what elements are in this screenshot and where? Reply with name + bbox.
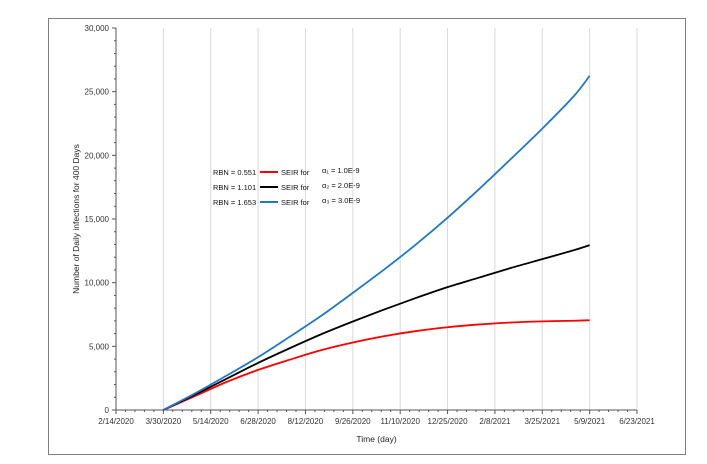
legend-rbn-label: RBN = 1.101 [213, 183, 256, 192]
grid-lines [162, 28, 638, 410]
x-axis-title: Time (day) [356, 434, 396, 444]
chart-frame [48, 18, 686, 455]
y-tick-label: 25,000 [85, 88, 110, 97]
legend-alpha-label: α₃ = 3.0E-9 [322, 196, 360, 205]
x-tick-label: 2/14/2020 [98, 417, 134, 426]
series-line-2 [162, 244, 590, 411]
x-tick-label: 6/23/2021 [619, 417, 655, 426]
x-tick-label: 2/8/2021 [479, 417, 511, 426]
legend-rbn-label: RBN = 0.551 [213, 168, 256, 177]
y-tick-label: 20,000 [85, 151, 110, 160]
x-tick-label: 8/12/2020 [288, 417, 324, 426]
legend: RBN = 0.551 SEIR for α₁ = 1.0E-9 RBN = 1.10… [213, 166, 360, 207]
legend-series-name: SEIR for [281, 168, 310, 177]
x-tick-label: 3/30/2020 [146, 417, 182, 426]
y-tick-label: 0 [105, 406, 110, 415]
y-tick-label: 15,000 [85, 215, 110, 224]
y-tick-label: 30,000 [85, 24, 110, 33]
x-tick-label: 3/25/2021 [524, 417, 560, 426]
series-line-3 [162, 75, 591, 411]
series-line-1 [162, 319, 590, 411]
y-axis-title: Number of Daily infections for 400 Days [71, 144, 81, 294]
y-tick-labels: 0 5,000 10,000 15,000 20,000 25,000 30,000 [85, 24, 116, 415]
legend-alpha-label: α₁ = 1.0E-9 [322, 166, 360, 175]
series-lines [162, 75, 591, 411]
y-tick-label: 5,000 [89, 342, 110, 351]
x-tick-label: 5/9/2021 [574, 417, 606, 426]
legend-rbn-label: RBN = 1.653 [213, 198, 256, 207]
legend-series-name: SEIR for [281, 183, 310, 192]
x-tick-labels: 2/14/2020 3/30/2020 5/14/2020 6/28/2020 8/12… [98, 410, 655, 426]
x-tick-label: 11/10/2020 [380, 417, 420, 426]
legend-series-name: SEIR for [281, 198, 310, 207]
axes [115, 28, 637, 411]
x-tick-label: 9/26/2020 [335, 417, 371, 426]
x-tick-label: 5/14/2020 [193, 417, 229, 426]
legend-alpha-label: α₂ = 2.0E-9 [322, 181, 360, 190]
x-tick-label: 6/28/2020 [240, 417, 276, 426]
y-tick-label: 10,000 [85, 279, 110, 288]
x-tick-label: 12/25/2020 [428, 417, 469, 426]
